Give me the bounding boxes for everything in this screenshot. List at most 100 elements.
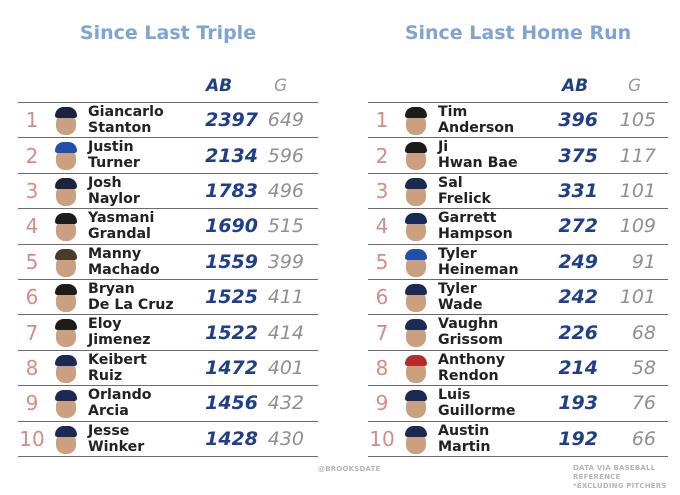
rank-number: 1 (25, 108, 39, 133)
face-shape (56, 219, 76, 242)
player-first-name: Anthony (438, 351, 506, 368)
games-column-header: G (628, 76, 642, 96)
cap-shape (405, 283, 427, 295)
table-row: 8 Keibert Ruiz 1472 401 (18, 351, 318, 387)
player-headshot (54, 354, 78, 383)
face-shape (56, 431, 76, 454)
player-last-name: Heineman (438, 261, 519, 278)
at-bats-value: 1525 (205, 286, 258, 309)
cap-shape (55, 354, 77, 366)
player-name: Ji Hwan Bae (438, 139, 558, 171)
player-headshot (404, 318, 428, 348)
player-headshot (54, 141, 78, 171)
player-headshot (404, 141, 428, 171)
at-bats-value: 331 (558, 179, 598, 202)
player-first-name: Giancarlo (88, 104, 164, 120)
face-shape (406, 254, 426, 277)
player-name: Tyler Wade (438, 281, 558, 313)
at-bats-value: 1690 (205, 215, 258, 238)
face-shape (406, 396, 426, 419)
rank-number: 8 (375, 355, 389, 380)
at-bats-column-header: AB (562, 76, 589, 96)
player-first-name: Keibert (88, 351, 147, 368)
table-row: 1 Tim Anderson 396 105 (368, 103, 668, 139)
player-name: Bryan De La Cruz (88, 281, 208, 313)
player-headshot (54, 106, 78, 135)
table-row: 2 Ji Hwan Bae 375 117 (368, 138, 668, 174)
player-last-name: De La Cruz (88, 296, 174, 313)
at-bats-value: 2134 (205, 144, 258, 167)
face-shape (56, 396, 76, 419)
face-shape (56, 183, 76, 206)
cap-shape (405, 354, 427, 366)
games-value: 117 (619, 144, 656, 167)
games-value: 596 (267, 144, 304, 167)
cap-shape (405, 248, 427, 260)
face-shape (406, 431, 426, 454)
player-last-name: Anderson (438, 120, 515, 136)
cap-shape (55, 425, 77, 437)
games-value: 66 (631, 427, 656, 450)
at-bats-value: 192 (558, 427, 598, 450)
player-first-name: Tim (438, 104, 468, 120)
cap-shape (55, 319, 77, 331)
at-bats-value: 375 (558, 144, 598, 167)
rank-number: 6 (25, 285, 39, 310)
at-bats-value: 249 (558, 250, 598, 273)
cap-shape (405, 142, 427, 154)
table-row: 1 Giancarlo Stanton 2397 649 (18, 103, 318, 139)
rank-number: 9 (25, 391, 39, 416)
at-bats-value: 214 (558, 356, 598, 379)
face-shape (56, 289, 76, 312)
at-bats-value: 242 (558, 286, 598, 309)
face-shape (56, 254, 76, 277)
table-row: 4 Garrett Hampson 272 109 (368, 209, 668, 245)
player-first-name: Eloy (88, 316, 122, 333)
cap-shape (405, 177, 427, 189)
table-row: 9 Orlando Arcia 1456 432 (18, 386, 318, 422)
table-row: 6 Tyler Wade 242 101 (368, 280, 668, 316)
player-headshot (54, 389, 78, 419)
player-last-name: Turner (88, 155, 140, 172)
player-last-name: Winker (88, 438, 145, 455)
face-shape (406, 360, 426, 383)
player-headshot (404, 389, 428, 419)
panel-title: Since Last Home Run (404, 22, 632, 44)
player-headshot (54, 212, 78, 242)
cap-shape (405, 107, 427, 118)
player-name: Tim Anderson (438, 104, 558, 136)
player-name: Manny Machado (88, 246, 208, 278)
rank-number: 2 (375, 143, 389, 168)
player-last-name: Martin (438, 438, 491, 455)
data-source-note: DATA VIA BASEBALL REFERENCE *EXCLUDING P… (573, 464, 680, 491)
player-first-name: Austin (438, 422, 490, 439)
games-value: 109 (619, 215, 656, 238)
games-value: 414 (267, 321, 304, 344)
player-first-name: Jesse (88, 422, 130, 439)
player-headshot (54, 425, 78, 454)
table-row: 7 Eloy Jimenez 1522 414 (18, 315, 318, 351)
player-first-name: Josh (88, 174, 122, 191)
rank-number: 7 (375, 320, 389, 345)
table-row: 10 Austin Martin 192 66 (368, 422, 668, 457)
cap-shape (55, 177, 77, 189)
player-headshot (54, 283, 78, 312)
face-shape (406, 325, 426, 348)
player-first-name: Yasmani (88, 210, 155, 227)
player-name: Luis Guillorme (438, 387, 558, 419)
player-first-name: Garrett (438, 210, 497, 227)
player-last-name: Machado (88, 261, 160, 278)
cap-shape (405, 213, 427, 225)
player-name: Garrett Hampson (438, 210, 558, 242)
face-shape (406, 219, 426, 242)
player-name: Keibert Ruiz (88, 352, 208, 384)
rank-number: 5 (375, 249, 389, 274)
player-first-name: Luis (438, 387, 471, 404)
table-row: 5 Tyler Heineman 249 91 (368, 245, 668, 280)
at-bats-value: 1783 (205, 179, 258, 202)
player-last-name: Grandal (88, 226, 151, 243)
player-first-name: Tyler (438, 280, 477, 297)
cap-shape (55, 248, 77, 260)
data-source-line: DATA VIA BASEBALL REFERENCE (573, 464, 656, 481)
player-headshot (404, 354, 428, 383)
